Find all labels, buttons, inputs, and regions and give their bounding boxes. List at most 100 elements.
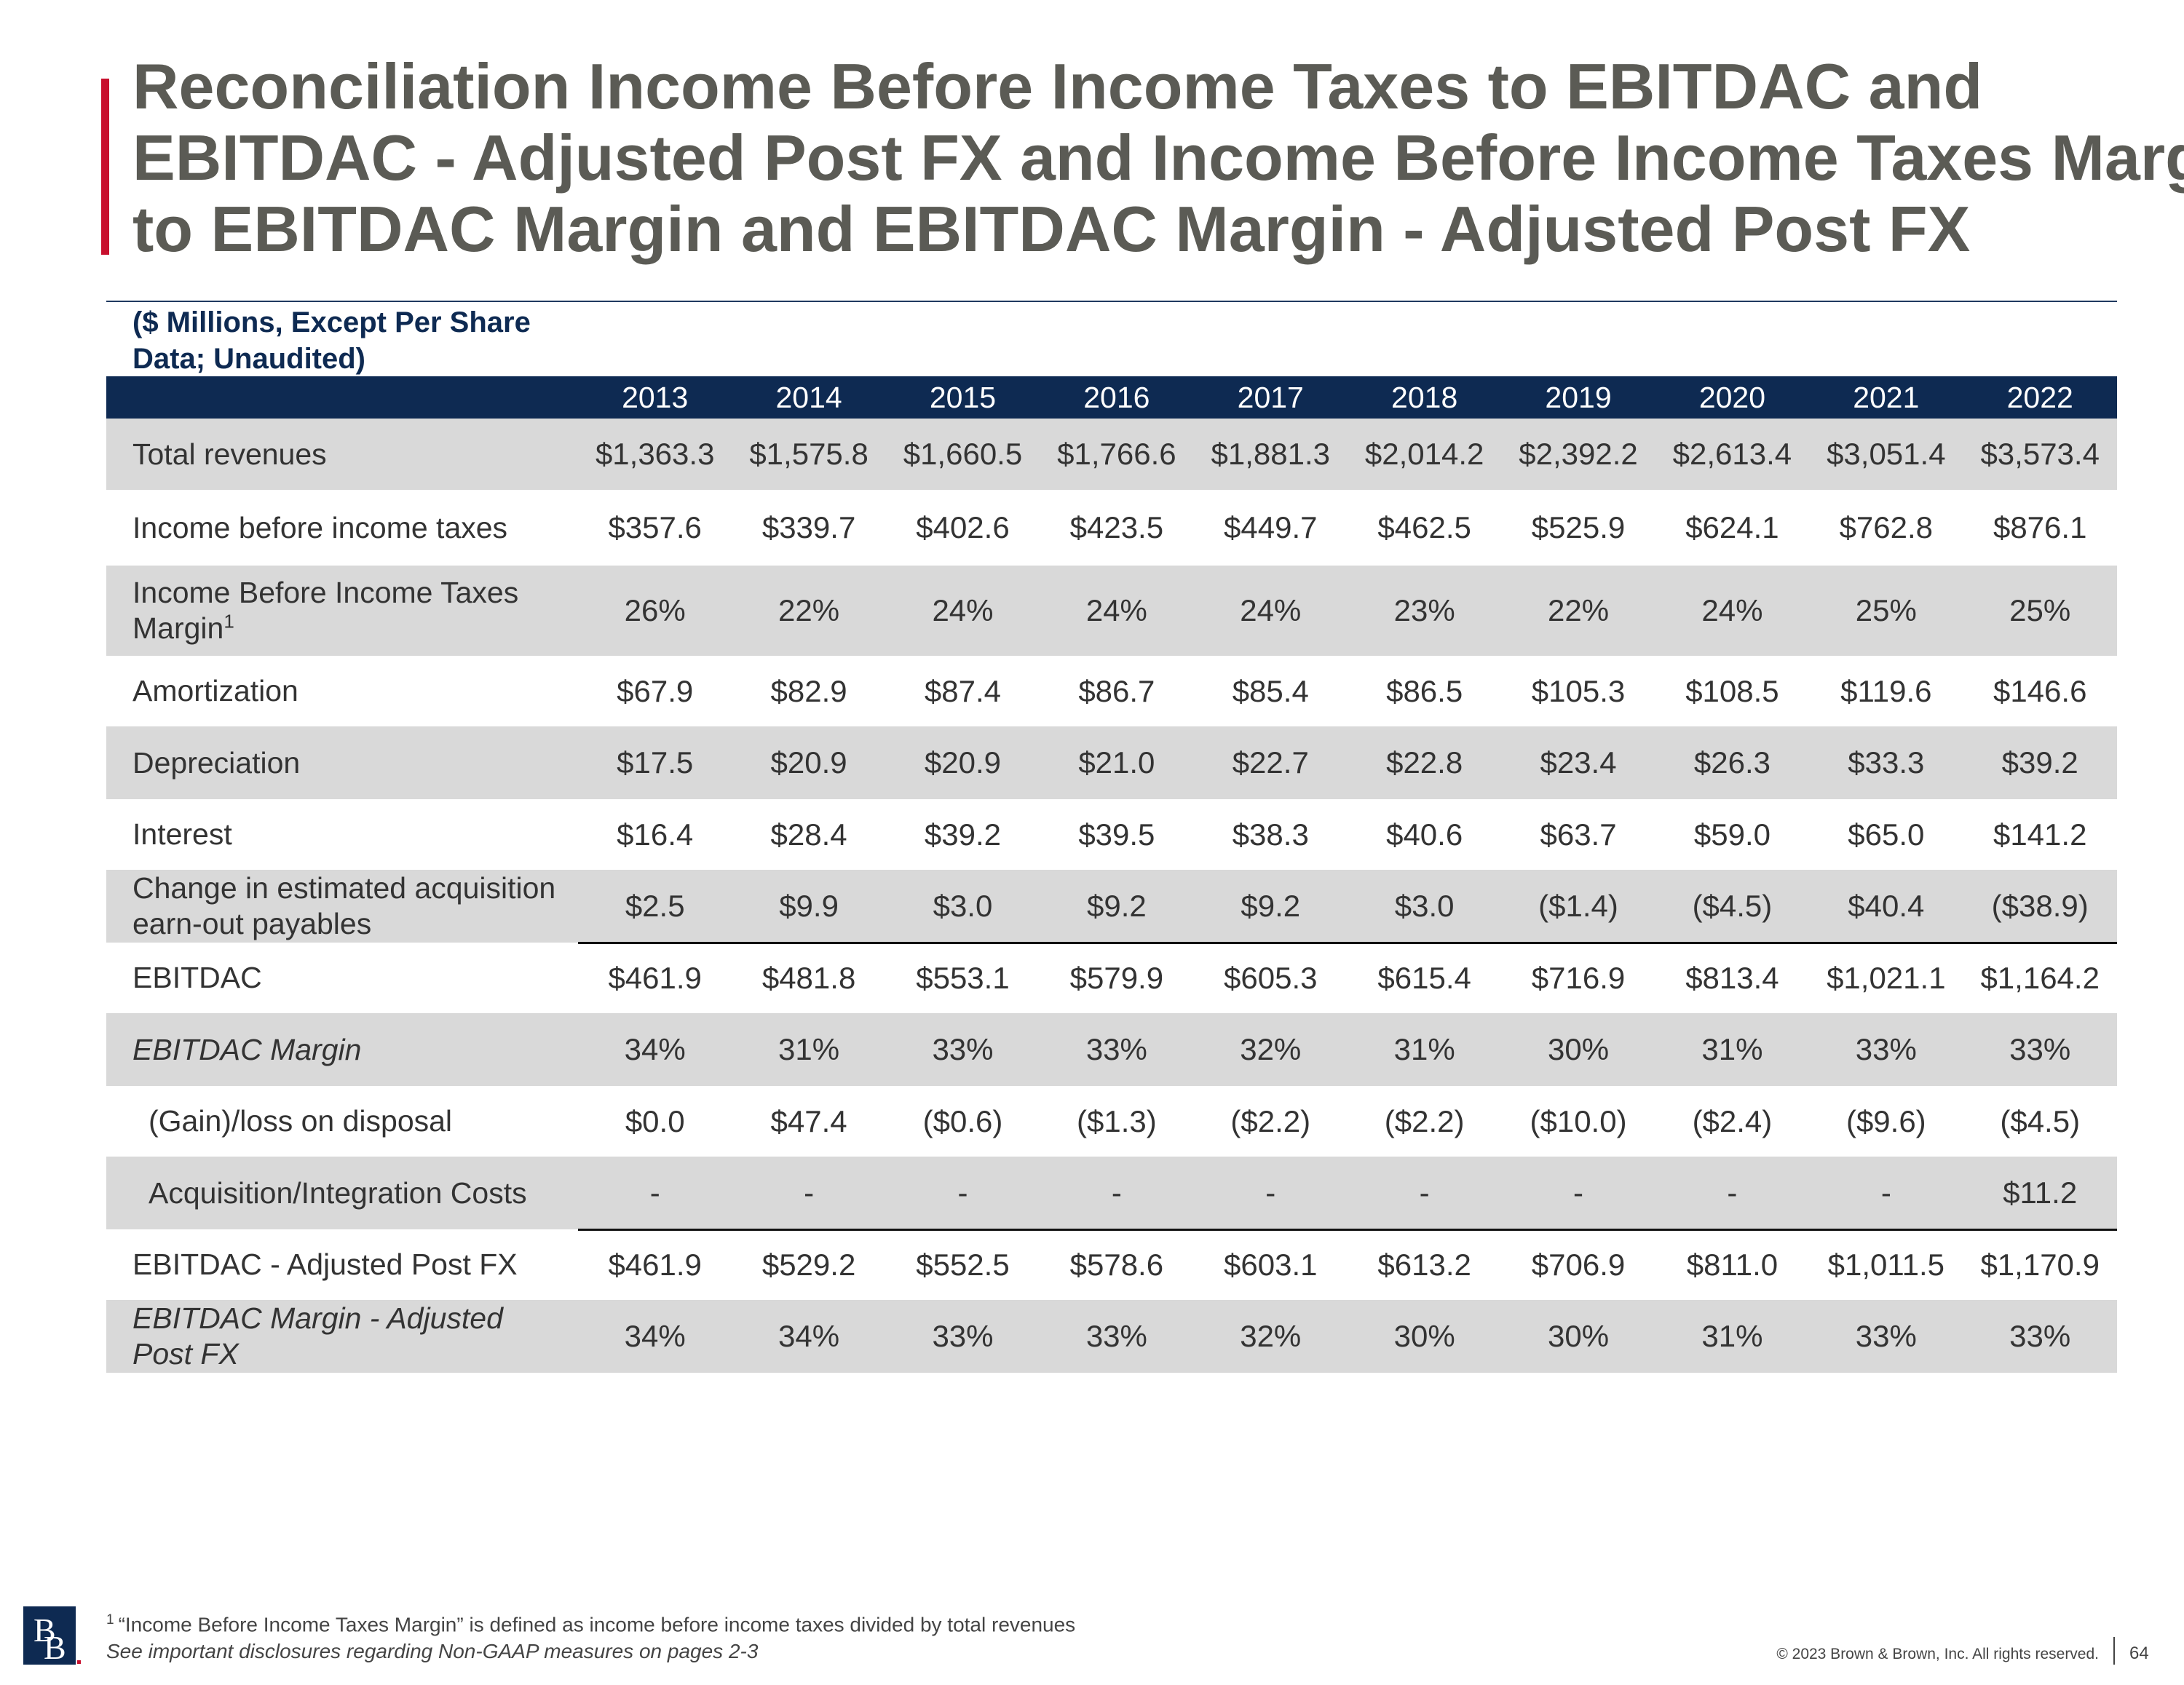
row-label: Depreciation: [132, 745, 301, 780]
cell-value: $762.8: [1839, 510, 1934, 544]
cell-value: $423.5: [1069, 510, 1164, 544]
cell-value: $65.0: [1848, 817, 1925, 852]
cell-value: $624.1: [1685, 510, 1779, 544]
cell-value: 31%: [1393, 1032, 1455, 1066]
cell-value: $3,573.4: [1980, 437, 2100, 471]
year-header: 2019: [1545, 380, 1612, 414]
cell-value: $461.9: [608, 960, 702, 995]
non-gaap-disclosure: See important disclosures regarding Non-…: [106, 1640, 759, 1662]
units-note-line-2: Data; Unaudited): [132, 343, 365, 375]
cell-value: 30%: [1548, 1319, 1610, 1353]
cell-value: ($2.2): [1230, 1103, 1311, 1138]
cell-value: $67.9: [617, 673, 694, 708]
year-header: 2020: [1698, 380, 1766, 414]
cell-value: $876.1: [1993, 510, 2087, 544]
footer-separator: [2113, 1637, 2115, 1665]
cell-value: ($0.6): [922, 1103, 1003, 1138]
cell-value: 32%: [1240, 1032, 1302, 1066]
copyright-notice: © 2023 Brown & Brown, Inc. All rights re…: [1776, 1646, 2099, 1662]
cell-value: 32%: [1240, 1319, 1302, 1353]
cell-value: $3.0: [1394, 889, 1455, 923]
year-header: 2021: [1853, 380, 1920, 414]
cell-value: $449.7: [1224, 510, 1318, 544]
cell-value: 24%: [932, 593, 994, 627]
cell-value: 30%: [1393, 1319, 1455, 1353]
cell-value: $2,613.4: [1672, 437, 1792, 471]
page-title: Reconciliation Income Before Income Taxe…: [132, 51, 2184, 265]
cell-value: $2,392.2: [1519, 437, 1638, 471]
row-ebitdac-adjusted-post-fx: EBITDAC - Adjusted Post FX $461.9 $529.2…: [106, 1229, 2117, 1300]
cell-value: -: [804, 1175, 815, 1210]
page-title-line-3: to EBITDAC Margin and EBITDAC Margin - A…: [132, 193, 1971, 265]
row-total-revenues: Total revenues $1,363.3 $1,575.8 $1,660.…: [106, 419, 2117, 490]
row-label-line-2: earn-out payables: [132, 907, 372, 940]
units-note: ($ Millions, Except Per Share Data; Unau…: [132, 304, 584, 377]
year-header: 2013: [622, 380, 689, 414]
cell-value: $339.7: [761, 510, 856, 544]
cell-value: $108.5: [1685, 673, 1779, 708]
cell-value: $86.7: [1078, 673, 1155, 708]
cell-value: $28.4: [770, 817, 847, 852]
cell-value: ($38.9): [1991, 889, 2089, 923]
row-label-line-2: Margin1: [132, 611, 578, 646]
cell-value: $1,575.8: [749, 437, 869, 471]
cell-value: ($1.3): [1077, 1103, 1157, 1138]
cell-value: $23.4: [1540, 745, 1617, 780]
year-header: 2015: [929, 380, 997, 414]
units-note-line-1: ($ Millions, Except Per Share: [132, 306, 531, 338]
subtotal-rule: [578, 942, 2117, 944]
cell-value: 33%: [932, 1032, 994, 1066]
cell-value: 24%: [1240, 593, 1302, 627]
cell-value: $3,051.4: [1827, 437, 1946, 471]
cell-value: $706.9: [1531, 1247, 1626, 1282]
row-label: Amortization: [132, 674, 298, 707]
cell-value: 33%: [2009, 1319, 2071, 1353]
cell-value: 26%: [624, 593, 686, 627]
row-label-line-1: EBITDAC Margin - Adjusted: [132, 1301, 503, 1335]
row-label: Income before income taxes: [132, 510, 508, 544]
cell-value: 22%: [778, 593, 840, 627]
cell-value: $1,363.3: [595, 437, 715, 471]
cell-value: $119.6: [1840, 673, 1932, 708]
cell-value: -: [1727, 1175, 1738, 1210]
cell-value: $39.2: [2001, 745, 2078, 780]
cell-value: $63.7: [1540, 817, 1617, 852]
footnote: 1 “Income Before Income Taxes Margin” is …: [106, 1612, 1075, 1636]
cell-value: ($1.4): [1538, 889, 1618, 923]
row-label: EBITDAC: [132, 961, 262, 994]
cell-value: $552.5: [916, 1247, 1010, 1282]
footnote-number: 1: [106, 1612, 114, 1627]
year-header: 2014: [775, 380, 842, 414]
cell-value: $33.3: [1848, 745, 1925, 780]
cell-value: 25%: [2009, 593, 2071, 627]
year-header: 2017: [1237, 380, 1304, 414]
cell-value: $9.2: [1086, 889, 1147, 923]
cell-value: $16.4: [617, 817, 694, 852]
row-label: (Gain)/loss on disposal: [149, 1104, 453, 1138]
row-label: EBITDAC Margin: [132, 1032, 362, 1066]
cell-value: -: [1880, 1175, 1891, 1210]
cell-value: $553.1: [916, 960, 1010, 995]
cell-value: $1,881.3: [1211, 437, 1331, 471]
row-income-before-taxes: Income before income taxes $357.6 $339.7…: [106, 490, 2117, 566]
cell-value: $603.1: [1224, 1247, 1318, 1282]
cell-value: $615.4: [1377, 960, 1471, 995]
row-earn-out-payables: Change in estimated acquisition earn-out…: [106, 870, 2117, 944]
cell-value: $462.5: [1377, 510, 1471, 544]
cell-value: $40.4: [1848, 889, 1925, 923]
cell-value: $2,014.2: [1364, 437, 1484, 471]
cell-value: $47.4: [770, 1103, 847, 1138]
row-label-line-1: Change in estimated acquisition: [132, 871, 556, 905]
cell-value: $146.6: [1993, 673, 2087, 708]
row-label: Interest: [132, 817, 232, 851]
row-ebitdac-margin-adjusted-post-fx: EBITDAC Margin - Adjusted Post FX 34% 34…: [106, 1300, 2117, 1373]
logo-letter: B: [33, 1611, 56, 1649]
cell-value: -: [957, 1175, 968, 1210]
logo-mark-dot: [77, 1660, 81, 1664]
cell-value: $461.9: [608, 1247, 702, 1282]
cell-value: $20.9: [924, 745, 1002, 780]
cell-value: 33%: [932, 1319, 994, 1353]
title-accent-bar: [101, 79, 109, 255]
row-label: Total revenues: [132, 437, 327, 471]
logo-letter: B: [44, 1629, 66, 1666]
